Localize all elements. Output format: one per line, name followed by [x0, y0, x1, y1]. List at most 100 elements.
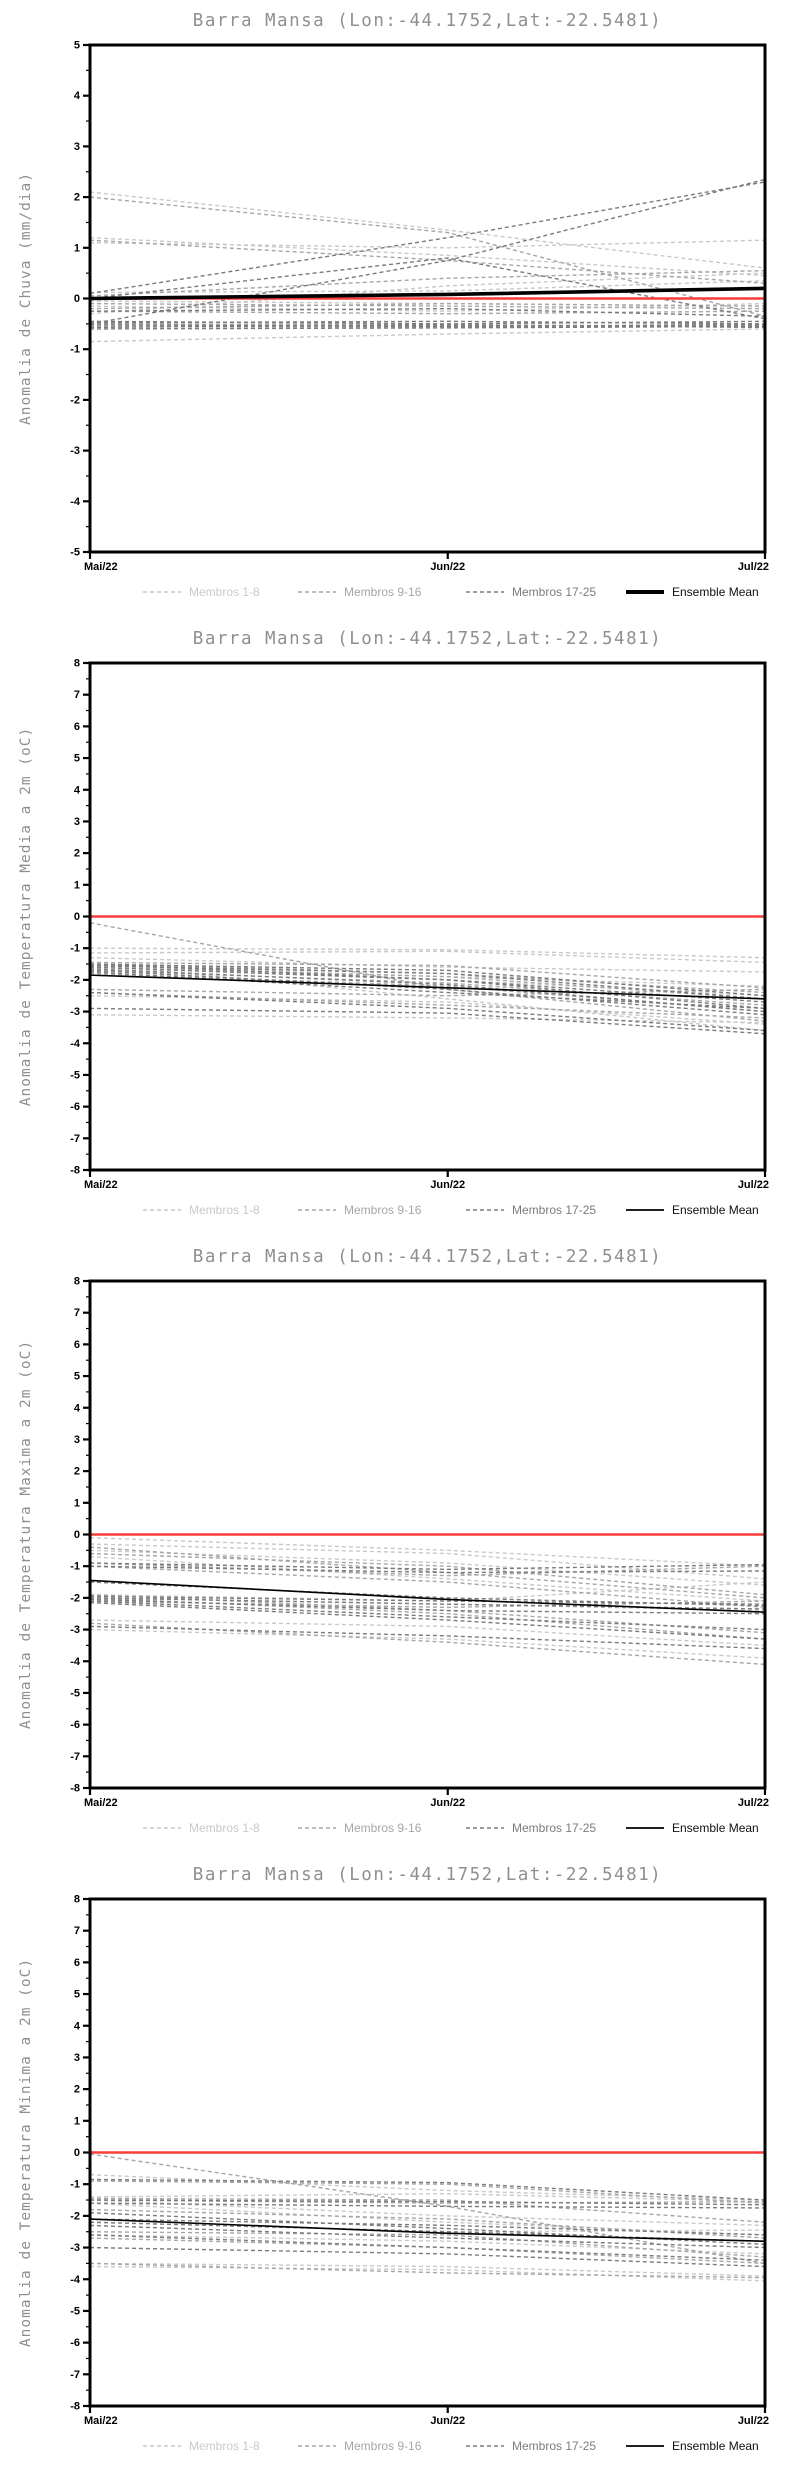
member-line — [89, 1625, 766, 1650]
ensemble-mean-line — [89, 2218, 766, 2243]
y-tick-label: -6 — [70, 1101, 80, 1113]
legend-label: Ensemble Mean — [672, 2439, 759, 2453]
member-line — [89, 964, 766, 1000]
y-tick-label: 3 — [74, 2052, 80, 2064]
chart-svg-3: Barra Mansa (Lon:-44.1752,Lat:-22.5481) A… — [18, 1247, 769, 1835]
member-line — [89, 963, 766, 997]
x-tick-label: Jul/22 — [738, 561, 769, 573]
member-line — [89, 310, 766, 315]
legend-label: Ensemble Mean — [672, 585, 759, 599]
member-line — [89, 1549, 766, 1586]
y-tick-label: -5 — [70, 1069, 80, 1081]
x-tick-label: Mai/22 — [84, 1797, 118, 1809]
y-tick-label: 5 — [74, 753, 80, 765]
member-line — [89, 969, 766, 1016]
y-tick-label: -8 — [70, 1783, 80, 1795]
member-line — [89, 1543, 766, 1580]
member-line — [89, 239, 766, 284]
chart-svg-2: Barra Mansa (Lon:-44.1752,Lat:-22.5481) A… — [18, 629, 769, 1217]
y-tick-label: -5 — [70, 2305, 80, 2317]
y-tick-label: -3 — [70, 445, 80, 457]
member-line — [89, 2265, 766, 2282]
y-tick-label: -4 — [70, 496, 81, 508]
y-tick-label: 5 — [74, 1989, 80, 2001]
member-line — [89, 963, 766, 1032]
y-tick-label: -6 — [70, 1719, 80, 1731]
y-tick-label: -1 — [70, 943, 80, 955]
chart-anomalia-temperatura-maxima: Barra Mansa (Lon:-44.1752,Lat:-22.5481) A… — [0, 1236, 800, 1854]
member-line — [89, 2178, 766, 2201]
y-tick-label: 6 — [74, 1339, 80, 1351]
plot-border — [88, 661, 767, 1172]
member-line — [89, 181, 766, 295]
chart-anomalia-temperatura-minima: Barra Mansa (Lon:-44.1752,Lat:-22.5481) A… — [0, 1854, 800, 2472]
ensemble-mean-line — [89, 974, 766, 1000]
member-line — [89, 280, 766, 294]
member-line — [89, 1562, 766, 1577]
legend-label: Membros 17-25 — [512, 1821, 596, 1835]
y-tick-label: 4 — [74, 784, 81, 796]
x-tick-label: Jul/22 — [738, 2415, 769, 2427]
axes: -8 -7 -6 -5 -4 -3 -2 -1 0 1 2 3 4 5 6 7 8 Mai/22 Jun/22 Jul… — [70, 1276, 769, 1810]
y-tick-label: -7 — [70, 2369, 80, 2381]
y-tick-label: -3 — [70, 1624, 80, 1636]
y-tick-label: -4 — [70, 1038, 81, 1050]
legend: Membros 1-8 Membros 9-16 Membros 17-25 Ense… — [143, 2439, 759, 2453]
legend-label: Membros 17-25 — [512, 2439, 596, 2453]
y-tick-label: 4 — [74, 2020, 81, 2032]
member-line — [89, 1536, 766, 1567]
axes: -8 -7 -6 -5 -4 -3 -2 -1 0 1 2 3 4 5 6 7 8 Mai/22 Jun/22 Jul… — [70, 1894, 769, 2428]
y-tick-label: -1 — [70, 2179, 80, 2191]
y-tick-label: 7 — [74, 1307, 80, 1319]
y-tick-label: -3 — [70, 1006, 80, 1018]
y-tick-label: 7 — [74, 689, 80, 701]
y-tick-label: 0 — [74, 1529, 80, 1541]
y-tick-label: -2 — [70, 1592, 80, 1604]
member-line — [89, 991, 766, 1032]
y-tick-label: -5 — [70, 1687, 80, 1699]
member-line — [89, 2224, 766, 2249]
y-tick-label: -2 — [70, 974, 80, 986]
y-tick-label: 8 — [74, 1276, 80, 1288]
legend-label: Membros 17-25 — [512, 585, 596, 599]
y-tick-label: 2 — [74, 848, 80, 860]
axes: -8 -7 -6 -5 -4 -3 -2 -1 0 1 2 3 4 5 6 7 8 Mai/22 Jun/22 Jul… — [70, 658, 769, 1192]
member-line — [89, 307, 766, 317]
chart-svg-1: Barra Mansa (Lon:-44.1752,Lat:-22.5481) A… — [18, 11, 769, 599]
y-tick-label: 1 — [74, 242, 80, 254]
y-tick-label: -5 — [70, 547, 80, 559]
member-line — [89, 2231, 766, 2258]
y-tick-label: -6 — [70, 2337, 80, 2349]
plot-border — [88, 43, 767, 554]
ensemble-mean-line — [89, 286, 766, 301]
x-tick-label: Jun/22 — [430, 1797, 465, 1809]
chart-svg-4: Barra Mansa (Lon:-44.1752,Lat:-22.5481) A… — [18, 1865, 769, 2453]
member-line — [89, 991, 766, 1019]
y-tick-label: 3 — [74, 816, 80, 828]
legend-label: Ensemble Mean — [672, 1821, 759, 1835]
y-tick-label: 1 — [74, 1497, 80, 1509]
x-tick-label: Mai/22 — [84, 2415, 118, 2427]
member-line — [89, 1565, 766, 1574]
y-tick-label: 3 — [74, 1434, 80, 1446]
member-line — [89, 239, 766, 249]
member-line — [89, 178, 766, 325]
chart-anomalia-temperatura-media: Barra Mansa (Lon:-44.1752,Lat:-22.5481) A… — [0, 618, 800, 1236]
member-line — [89, 950, 766, 964]
ensemble-mean-line — [89, 1579, 766, 1613]
member-line — [89, 325, 766, 330]
member-line — [89, 1600, 766, 1631]
legend-label: Membros 9-16 — [344, 2439, 422, 2453]
member-line — [89, 922, 766, 1022]
member-line — [89, 2199, 766, 2206]
y-tick-label: -1 — [70, 344, 80, 356]
ensemble-members — [89, 2153, 766, 2282]
legend-label: Membros 1-8 — [189, 1203, 260, 1217]
legend-label: Membros 1-8 — [189, 1821, 260, 1835]
member-line — [89, 1007, 766, 1035]
member-line — [89, 2246, 766, 2268]
member-line — [89, 2202, 766, 2209]
member-line — [89, 236, 766, 277]
y-tick-label: 8 — [74, 1894, 80, 1906]
x-tick-label: Mai/22 — [84, 1179, 118, 1191]
